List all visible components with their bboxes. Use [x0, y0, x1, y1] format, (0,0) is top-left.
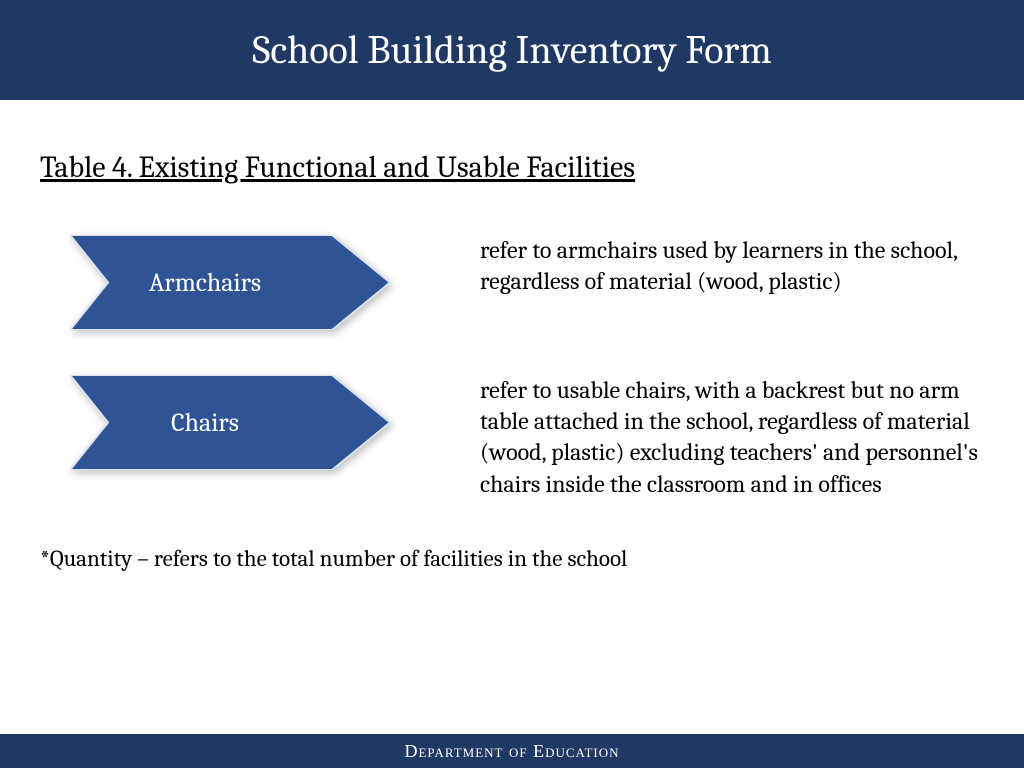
- page-title: School Building Inventory Form: [252, 27, 772, 73]
- definition-text: refer to usable chairs, with a backrest …: [480, 375, 984, 500]
- content-area: Table 4. Existing Functional and Usable …: [0, 100, 1024, 572]
- footer-text: Department of Education: [404, 741, 619, 762]
- footnote-text: *Quantity – refers to the total number o…: [40, 545, 984, 572]
- footer-bar: Department of Education: [0, 734, 1024, 768]
- arrow-label: Chairs: [70, 375, 340, 470]
- arrow-shape-chairs: Chairs: [70, 375, 390, 470]
- table-title: Table 4. Existing Functional and Usable …: [40, 150, 984, 185]
- header-bar: School Building Inventory Form: [0, 0, 1024, 100]
- definition-row: Armchairs refer to armchairs used by lea…: [40, 235, 984, 330]
- arrow-label: Armchairs: [70, 235, 340, 330]
- definition-row: Chairs refer to usable chairs, with a ba…: [40, 375, 984, 500]
- arrow-shape-armchairs: Armchairs: [70, 235, 390, 330]
- definition-text: refer to armchairs used by learners in t…: [480, 235, 984, 297]
